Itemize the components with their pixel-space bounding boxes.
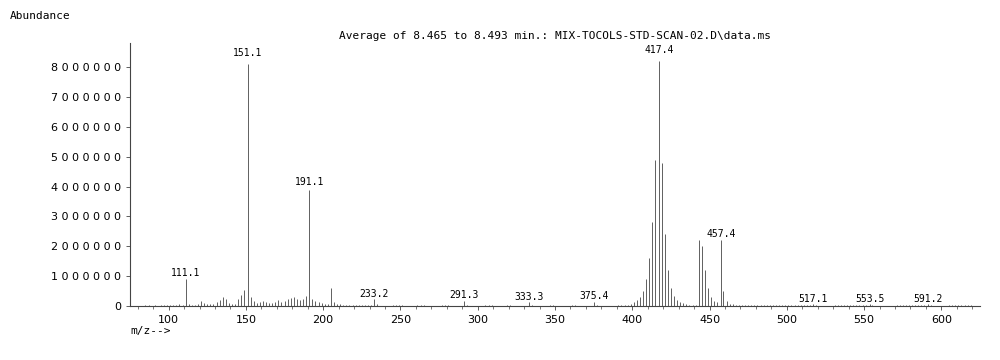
Text: 553.5: 553.5 bbox=[855, 293, 884, 303]
X-axis label: m/z-->: m/z--> bbox=[130, 327, 170, 336]
Title: Average of 8.465 to 8.493 min.: MIX-TOCOLS-STD-SCAN-02.D\data.ms: Average of 8.465 to 8.493 min.: MIX-TOCO… bbox=[339, 31, 771, 41]
Text: 233.2: 233.2 bbox=[360, 289, 389, 299]
Text: 191.1: 191.1 bbox=[295, 177, 324, 186]
Text: 517.1: 517.1 bbox=[799, 294, 828, 304]
Text: 291.3: 291.3 bbox=[450, 291, 479, 301]
Text: 457.4: 457.4 bbox=[706, 229, 736, 239]
Text: 151.1: 151.1 bbox=[233, 48, 262, 58]
Text: 375.4: 375.4 bbox=[580, 291, 609, 301]
Text: 111.1: 111.1 bbox=[171, 269, 200, 278]
Text: 417.4: 417.4 bbox=[644, 45, 674, 55]
Text: Abundance: Abundance bbox=[10, 11, 71, 21]
Text: 333.3: 333.3 bbox=[515, 292, 544, 302]
Text: 591.2: 591.2 bbox=[913, 293, 942, 303]
